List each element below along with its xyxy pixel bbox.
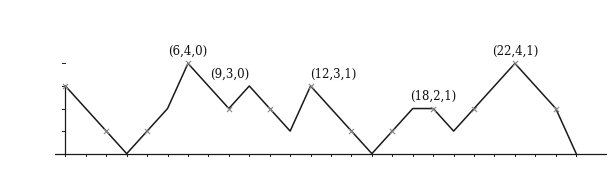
Point (428, 107, 438, 110)
Text: (22,4,1): (22,4,1) (492, 45, 538, 58)
Point (346, 130, 356, 133)
Point (142, 130, 152, 133)
Point (224, 107, 234, 110)
Point (510, 62, 520, 65)
Point (469, 107, 479, 110)
Text: (12,3,1): (12,3,1) (311, 67, 357, 80)
Text: (6,4,0): (6,4,0) (169, 45, 208, 58)
Point (183, 62, 193, 65)
Point (387, 130, 397, 133)
Text: (18,2,1): (18,2,1) (410, 90, 456, 103)
Point (551, 107, 561, 110)
Point (306, 85, 316, 88)
Point (265, 107, 275, 110)
Point (61, 85, 70, 88)
Text: (9,3,0): (9,3,0) (210, 67, 249, 80)
Point (101, 130, 111, 133)
